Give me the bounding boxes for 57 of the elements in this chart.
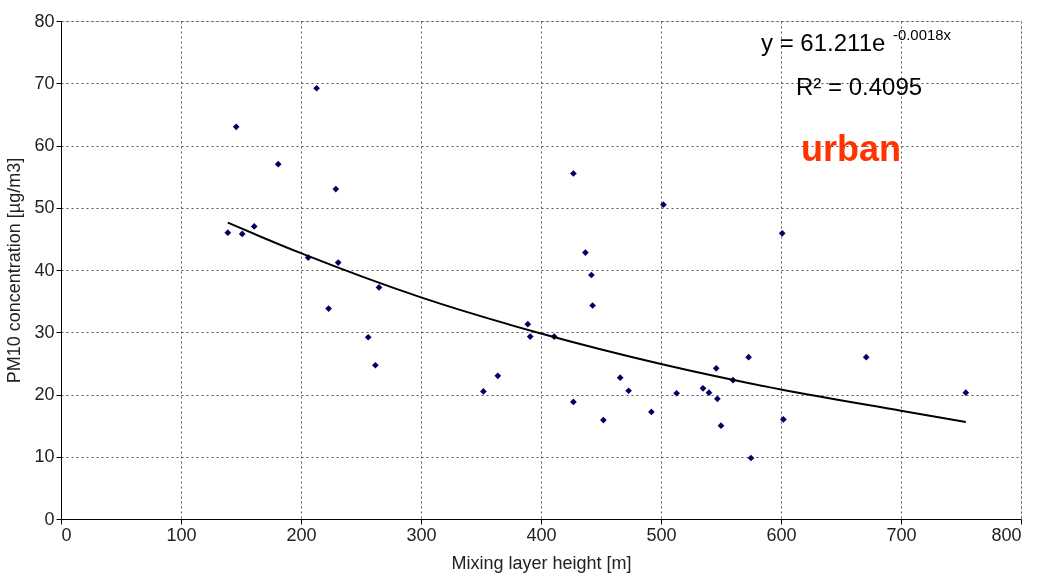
x-tick-label: 400 [526,524,557,545]
point [526,333,534,340]
point [334,259,342,266]
point [714,395,721,403]
annotation: y = 61.211e-0.0018x [761,27,952,56]
point [480,388,487,395]
point [325,305,332,312]
y-tick-label: 30 [34,321,55,342]
x-tick-label: 300 [406,524,437,545]
x-tick-label: 500 [646,524,677,545]
y-tick-label: 80 [34,10,55,31]
point [274,160,282,168]
point [494,372,502,380]
point [962,389,970,396]
line-series [226,221,967,423]
point [747,454,755,462]
annotation: R² = 0.4095 [796,73,923,100]
y-tick-label: 0 [44,508,55,529]
point [616,374,624,382]
x-tick-label: 700 [886,524,917,545]
annotation: urban [801,128,902,169]
point [745,353,752,361]
point [313,84,320,92]
x-tick-label: 0 [61,524,72,545]
point [780,416,787,423]
point [332,185,340,193]
point [660,201,667,208]
x-tick-label: 800 [991,524,1022,545]
x-tick-label: 100 [166,524,197,545]
x-tick-label: 200 [286,524,317,545]
point [372,361,379,369]
point [648,408,655,416]
y-tick-label: 40 [34,259,55,280]
y-tick-label: 70 [34,72,55,93]
y-axis-title: PM10 concentration [µg/m3] [4,157,25,384]
point [582,249,589,256]
point [524,320,532,328]
x-tick-label: 600 [766,524,797,545]
x-axis-title: Mixing layer height [m] [451,552,632,573]
y-tick-label: 60 [34,135,55,155]
point [250,223,258,230]
y-tick-label: 10 [34,446,55,467]
y-tick-label: 20 [34,384,55,404]
point [364,333,372,341]
point [570,170,577,177]
point [238,230,246,238]
point [589,302,596,309]
point [224,229,232,236]
point [699,384,707,392]
point [862,353,870,361]
point [712,365,720,372]
point [232,123,240,131]
point [588,271,595,279]
point [778,229,786,237]
point [673,389,680,397]
point [625,387,632,395]
y-tick-label: 50 [34,197,55,218]
